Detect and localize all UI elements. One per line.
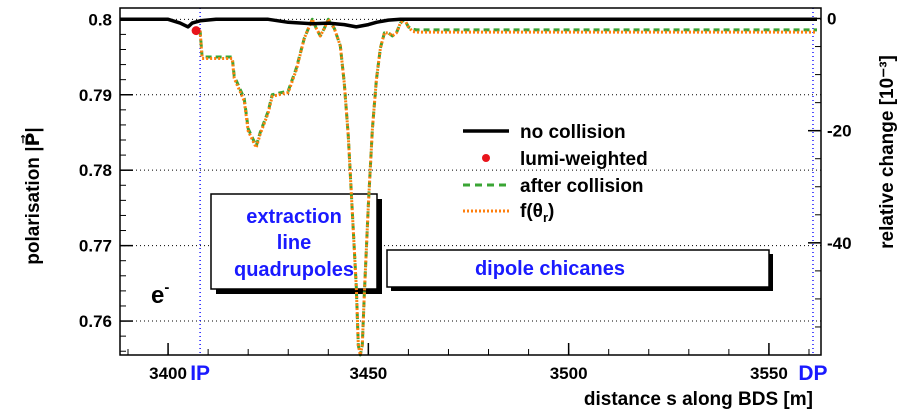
- legend-label-f-theta: f(θr): [520, 201, 554, 225]
- ip-marker-label: IP: [190, 362, 210, 385]
- legend-label-after-collision: after collision: [520, 176, 644, 197]
- legend: no collision lumi-weighted after collisi…: [463, 122, 648, 225]
- quadrupoles-box-line-2: line: [277, 232, 311, 254]
- no-collision-line: [120, 17, 817, 29]
- dp-marker-label: DP: [798, 362, 827, 385]
- y-tick-label: 0.76: [79, 312, 112, 331]
- x-tick-label: 3550: [750, 364, 788, 383]
- y-tick-label: 0.77: [79, 237, 112, 256]
- quadrupoles-box-line-3: quadrupoles: [234, 259, 354, 281]
- y-tick-label: 0.78: [79, 161, 112, 180]
- y-tick-label: 0.79: [79, 86, 112, 105]
- dipole-box: dipole chicanes: [386, 249, 773, 291]
- y2-tick-label: -40: [827, 234, 852, 253]
- legend-swatch-lumi-weighted: [482, 154, 490, 162]
- y-axis-title-right: relative change [10⁻³]: [877, 55, 898, 249]
- series-layer: [120, 17, 817, 357]
- y-tick-label: 0.8: [88, 10, 112, 29]
- axis-ticks: 0.76 0.77 0.78 0.79 0.8 0 -20 -40 3400 3450 3500 35…: [79, 10, 852, 385]
- y-axis-title-left: polarisation |P⃗|: [21, 127, 44, 265]
- plot-frame: [119, 7, 822, 356]
- y2-tick-label: -20: [827, 122, 852, 141]
- particle-label: e-: [151, 279, 169, 309]
- x-axis-title: distance s along BDS [m]: [584, 389, 813, 410]
- f-r-line: [198, 17, 817, 357]
- lumi-weighted-point: [191, 26, 201, 36]
- x-tick-label: 3500: [550, 364, 588, 383]
- legend-label-no-collision: no collision: [520, 122, 626, 143]
- y2-tick-label: 0: [827, 10, 836, 29]
- x-tick-label: 3400: [149, 364, 187, 383]
- dipole-box-label: dipole chicanes: [475, 258, 625, 280]
- x-tick-label: 3450: [349, 364, 387, 383]
- legend-label-lumi-weighted: lumi-weighted: [520, 149, 648, 170]
- quadrupoles-box-line-1: extraction: [246, 206, 342, 228]
